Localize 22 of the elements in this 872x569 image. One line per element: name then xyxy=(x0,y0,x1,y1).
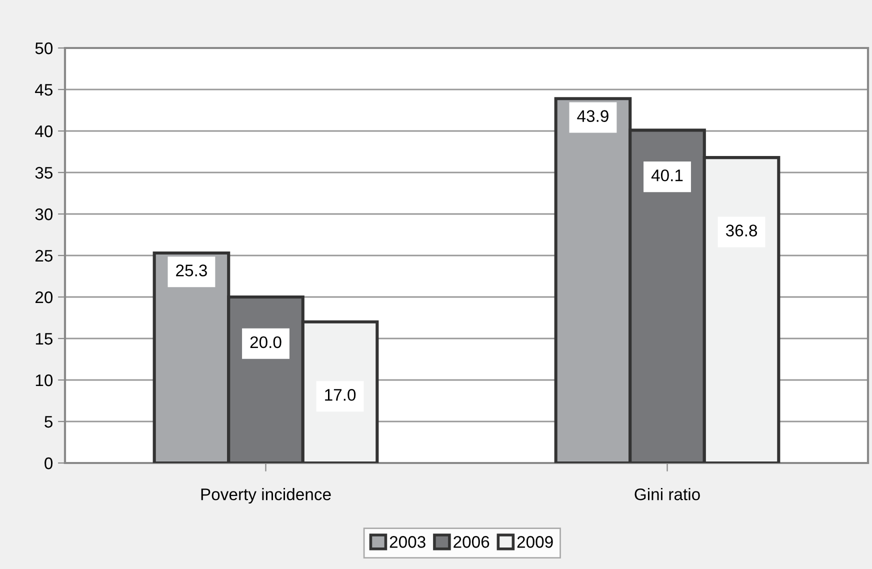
data-label: 17.0 xyxy=(325,389,356,401)
y-tick-label: 20 xyxy=(35,291,53,304)
data-label: 25.3 xyxy=(176,264,207,276)
legend-label: 2003 xyxy=(390,536,426,548)
y-tick-label: 10 xyxy=(36,374,53,386)
y-tick-label: 30 xyxy=(35,208,53,220)
data-label: 36.8 xyxy=(726,224,758,236)
data-label: 20.0 xyxy=(250,336,282,348)
x-tick-label: Poverty incidence xyxy=(201,488,331,504)
y-tick-label: 40 xyxy=(35,125,53,138)
x-tick-label: Gini ratio xyxy=(634,488,700,500)
y-tick-label: 15 xyxy=(36,333,52,345)
y-tick-label: 25 xyxy=(35,250,52,262)
y-tick-label: 0 xyxy=(44,457,53,470)
legend-label: 2006 xyxy=(454,536,490,548)
y-tick-label: 50 xyxy=(35,42,53,54)
y-tick-label: 45 xyxy=(35,84,52,96)
legend-label: 2009 xyxy=(517,536,553,548)
y-tick-label: 5 xyxy=(44,416,52,428)
y-tick-label: 35 xyxy=(35,166,52,179)
data-label: 40.1 xyxy=(651,170,683,182)
data-label: 43.9 xyxy=(577,110,608,122)
